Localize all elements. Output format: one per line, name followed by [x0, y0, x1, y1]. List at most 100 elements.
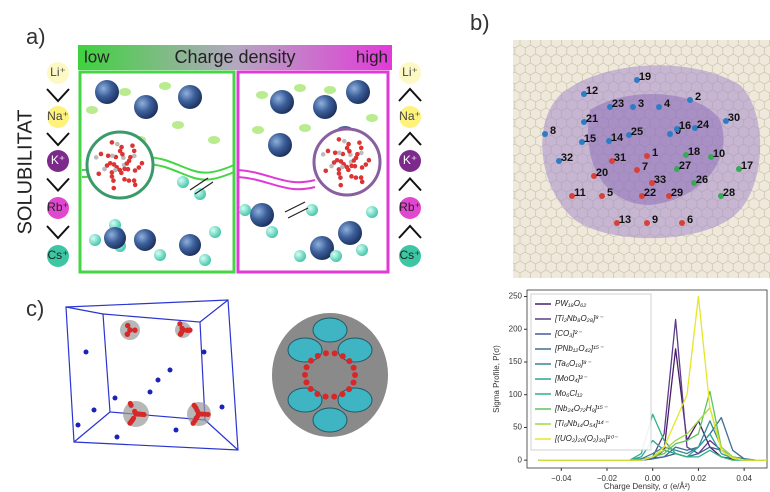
- cation: [356, 244, 368, 256]
- site-label: 1: [652, 147, 658, 159]
- atom: [350, 380, 356, 386]
- site-label: 19: [639, 71, 651, 83]
- atom: [314, 391, 320, 397]
- ion-label: Cs⁺: [48, 248, 69, 262]
- gradient-low: low: [84, 47, 110, 66]
- cation: [89, 234, 101, 246]
- atom: [191, 421, 196, 426]
- site-label: 32: [561, 152, 573, 164]
- cation: [209, 226, 221, 238]
- legend-label: [(UO₂)₂₀(O₂)₃₀]²⁰⁻: [554, 434, 618, 443]
- anion: [268, 133, 292, 157]
- site-label: 3: [638, 98, 644, 110]
- figure: a) b) c) low Charge density high SOLUBIL…: [0, 0, 770, 492]
- ion-label: Na⁺: [47, 109, 69, 123]
- atom: [355, 152, 360, 157]
- atom: [315, 353, 321, 359]
- anion: [338, 221, 362, 245]
- site-dot: [687, 97, 693, 103]
- atom: [303, 379, 309, 385]
- atom: [130, 143, 135, 148]
- atom: [110, 140, 115, 145]
- atom: [340, 165, 345, 170]
- atom: [346, 142, 351, 147]
- atom: [128, 401, 133, 406]
- panel-b: 0123456789101112131415161718192021222324…: [513, 40, 770, 278]
- ion-label: Rb⁺: [47, 200, 69, 214]
- site-dot: [644, 153, 650, 159]
- panel-label: c): [26, 296, 44, 321]
- site-label: 29: [671, 187, 683, 199]
- atom: [326, 149, 331, 154]
- atom: [132, 149, 137, 154]
- cation: [306, 204, 318, 216]
- cation: [266, 226, 278, 238]
- ion: [92, 408, 97, 413]
- atom: [132, 178, 137, 183]
- gradient-high: high: [356, 47, 388, 66]
- atom: [308, 358, 314, 364]
- atom: [133, 411, 138, 416]
- y-tick-label: 250: [509, 292, 523, 301]
- site-dot: [656, 104, 662, 110]
- site-dot: [644, 220, 650, 226]
- atom: [102, 167, 107, 172]
- solvent: [366, 114, 378, 122]
- atom: [367, 158, 372, 163]
- legend-label: [Ti₆Nb₁₄O₅₄]¹⁴⁻: [554, 419, 609, 428]
- atom: [339, 391, 345, 397]
- cation: [294, 250, 306, 262]
- atom: [177, 321, 182, 326]
- ion: [156, 378, 161, 383]
- solvent: [299, 124, 311, 132]
- anion: [179, 234, 201, 256]
- chevron: [399, 89, 421, 101]
- site-label: 30: [728, 112, 740, 124]
- chevron: [47, 179, 69, 191]
- chevron: [47, 89, 69, 101]
- ion: [202, 350, 207, 355]
- ion-label: K⁺: [51, 153, 65, 167]
- atom: [346, 358, 352, 364]
- site-label: 12: [586, 85, 598, 97]
- illustrations: [76, 313, 389, 440]
- solvent: [86, 106, 98, 114]
- atom: [333, 151, 338, 156]
- atom: [127, 421, 132, 426]
- site-label: 9: [652, 214, 658, 226]
- legend-label: [Ti₂Nb₈O₂₈]⁸⁻: [554, 314, 604, 323]
- atom: [205, 412, 210, 417]
- atom: [323, 168, 328, 173]
- site-label: 18: [688, 146, 700, 158]
- site-dot: [599, 193, 605, 199]
- cation: [177, 176, 189, 188]
- atom: [304, 364, 310, 370]
- legend-label: [PNb₁₂O₄₂]¹⁵⁻: [554, 344, 604, 353]
- site-label: 16: [679, 120, 691, 132]
- y-tick-label: 50: [513, 423, 522, 432]
- atom: [119, 171, 124, 176]
- atom: [360, 165, 365, 170]
- site-label: 2: [695, 91, 701, 103]
- site-label: 14: [611, 132, 624, 144]
- y-tick-label: 100: [509, 390, 523, 399]
- ion-label: Na⁺: [399, 109, 421, 123]
- cation: [330, 250, 342, 262]
- site-label: 5: [607, 187, 613, 199]
- site-dot: [679, 220, 685, 226]
- cation: [199, 254, 211, 266]
- x-tick-label: 0.04: [736, 474, 752, 483]
- atom: [302, 372, 308, 378]
- atom: [323, 394, 329, 400]
- atom: [352, 372, 358, 378]
- atom: [342, 139, 347, 144]
- site-label: 25: [631, 126, 643, 138]
- atom: [132, 154, 137, 159]
- atom: [125, 323, 130, 328]
- legend-label: [Nb₂₄O₇₂H₉]¹⁵⁻: [554, 404, 608, 413]
- atom: [346, 168, 351, 173]
- site-label: 24: [697, 119, 710, 131]
- anion: [134, 95, 158, 119]
- atom: [111, 178, 116, 183]
- panel-label: a): [26, 24, 46, 49]
